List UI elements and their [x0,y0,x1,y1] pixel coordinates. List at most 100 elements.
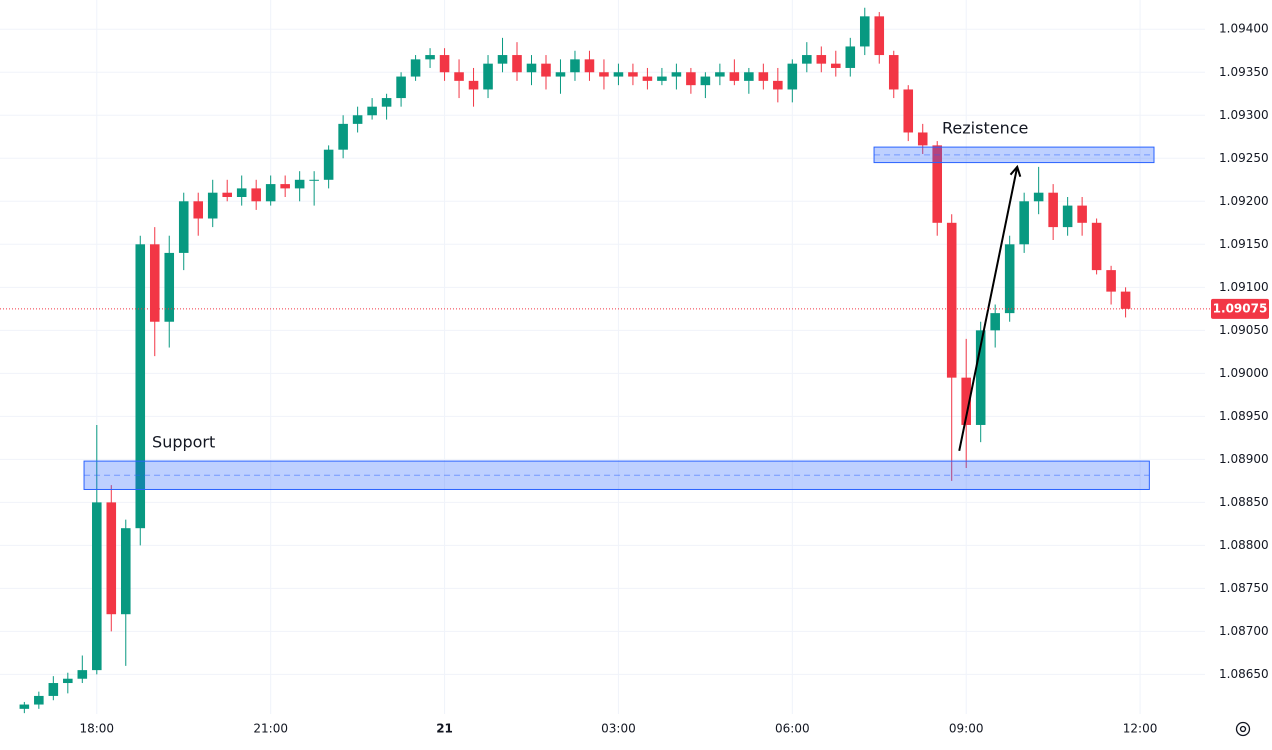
candle-body [787,63,798,90]
gear-outline [1235,721,1251,737]
candle-body [294,179,305,189]
candle-body [164,252,175,322]
candle-body [193,201,204,219]
plot: Support Rezistence [0,7,1210,714]
y-tick-label: 1.08700 [1219,624,1269,638]
y-tick-label: 1.08800 [1219,538,1269,552]
candle-body [671,72,682,77]
candle-body [1033,192,1044,202]
candle-body [207,192,218,219]
candle-body [280,184,290,189]
candle-body [642,76,653,81]
candle-body [975,330,986,425]
candle-body [744,72,754,81]
arrow [958,164,1022,451]
candle-body [932,145,943,223]
candle-body [961,377,971,425]
candle-body [352,115,363,124]
candle-body [63,678,73,684]
candle-body [686,72,696,86]
candle-body [758,72,769,81]
y-tick-label: 1.09400 [1219,22,1269,36]
candle-body [555,72,566,77]
candle-body [92,502,102,671]
candle-body [859,16,870,47]
candle-body [1062,205,1073,228]
candle-body [1091,222,1102,271]
candle-body [903,89,914,133]
candle-body [715,72,725,77]
settings-icon[interactable] [1235,721,1251,737]
last-price-label: 1.09075 [1213,301,1268,315]
y-tick-label: 1.08750 [1219,581,1269,595]
candle-body [149,244,160,322]
candle-body [613,72,624,77]
candle-body [120,528,131,615]
candle-body [265,184,276,202]
candle-body [802,55,812,64]
y-tick-label: 1.09350 [1219,65,1269,79]
candle-body [599,72,609,77]
candle-body [34,695,44,705]
candle-body [1106,270,1116,292]
x-tick-label: 21:00 [253,722,288,736]
candle-body [584,59,595,73]
y-tick-label: 1.09150 [1219,237,1269,251]
candle-body [773,80,783,90]
candle-body [657,76,667,81]
y-tick-label: 1.09200 [1219,194,1269,208]
candle-body [135,244,146,529]
y-tick-label: 1.08650 [1219,667,1269,681]
y-tick-label: 1.08900 [1219,452,1269,466]
candle-body [1048,192,1058,228]
zone-label: Rezistence [942,119,1028,138]
zone-label: Support [152,433,215,452]
candle-body [454,72,464,81]
candle-body [309,179,319,181]
candle-body [816,55,827,64]
x-tick-label: 18:00 [79,722,114,736]
candle-body [917,132,928,146]
candle-body [1120,291,1131,309]
y-tick-label: 1.08950 [1219,409,1269,423]
candle-body [483,63,493,90]
candle-body [729,72,740,81]
candle-body [410,59,421,77]
candle-body [526,63,537,73]
x-tick-label: 03:00 [601,722,636,736]
y-tick-label: 1.09250 [1219,151,1269,165]
candle-body [570,59,580,73]
candle-body [251,188,261,202]
candle-body [106,502,117,615]
candle-body [425,55,435,60]
candle-body [888,55,899,90]
x-tick-label: 09:00 [949,722,984,736]
candle-body [48,683,59,696]
candle-body [323,149,334,180]
candle-body [381,98,392,107]
y-tick-label: 1.08850 [1219,495,1269,509]
candle-body [845,46,856,68]
candle-body [1077,205,1087,223]
candle-body [236,188,247,197]
y-tick-label: 1.09000 [1219,366,1269,380]
y-tick-label: 1.09100 [1219,280,1269,294]
candle-body [831,63,841,68]
candle-body [628,72,638,77]
last-price-box [1211,298,1269,319]
candle-body [1019,201,1029,245]
x-tick-label: 06:00 [775,722,810,736]
y-tick-label: 1.09050 [1219,323,1269,337]
candle-body [497,55,508,64]
y-tick-label: 1.09300 [1219,108,1269,122]
candle-body [367,106,377,116]
candle-body [396,76,406,99]
x-tick-label: 12:00 [1123,722,1158,736]
candle-body [990,313,1000,331]
candle-body [19,704,30,709]
candle-body [222,192,232,197]
candle-body [77,670,88,679]
candle-body [541,63,551,77]
